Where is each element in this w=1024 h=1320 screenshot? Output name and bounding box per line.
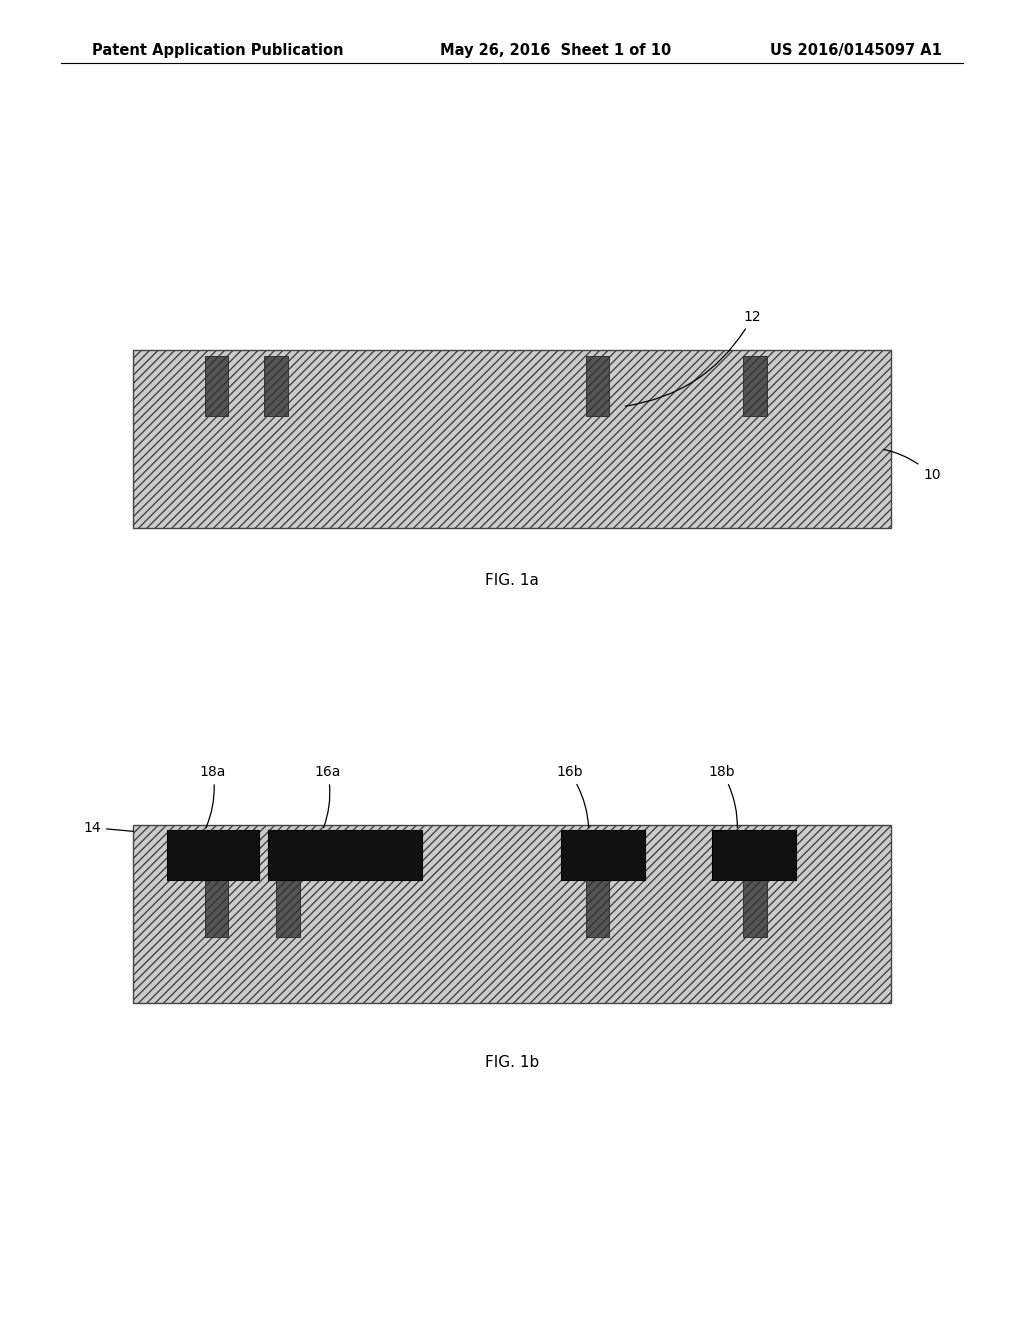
Text: 14: 14: [83, 821, 133, 834]
Text: Patent Application Publication: Patent Application Publication: [92, 42, 344, 58]
Bar: [133, 350, 891, 528]
Text: 10: 10: [884, 449, 941, 482]
Text: FIG. 1b: FIG. 1b: [485, 1055, 539, 1071]
Bar: [264, 356, 288, 416]
Text: 18a: 18a: [200, 766, 226, 828]
Bar: [167, 830, 259, 880]
Text: FIG. 1a: FIG. 1a: [485, 573, 539, 589]
Bar: [276, 878, 300, 937]
Text: 16a: 16a: [314, 766, 341, 828]
Bar: [712, 830, 796, 880]
Bar: [205, 878, 228, 937]
Text: 16b: 16b: [556, 766, 589, 828]
Bar: [133, 825, 891, 1003]
Bar: [561, 830, 645, 880]
Text: 18b: 18b: [709, 766, 737, 828]
Text: 12: 12: [626, 310, 762, 407]
Bar: [586, 878, 609, 937]
Bar: [586, 356, 609, 416]
Text: US 2016/0145097 A1: US 2016/0145097 A1: [770, 42, 942, 58]
Bar: [268, 830, 422, 880]
Bar: [205, 356, 228, 416]
Bar: [743, 878, 767, 937]
Text: May 26, 2016  Sheet 1 of 10: May 26, 2016 Sheet 1 of 10: [440, 42, 672, 58]
Bar: [743, 356, 767, 416]
